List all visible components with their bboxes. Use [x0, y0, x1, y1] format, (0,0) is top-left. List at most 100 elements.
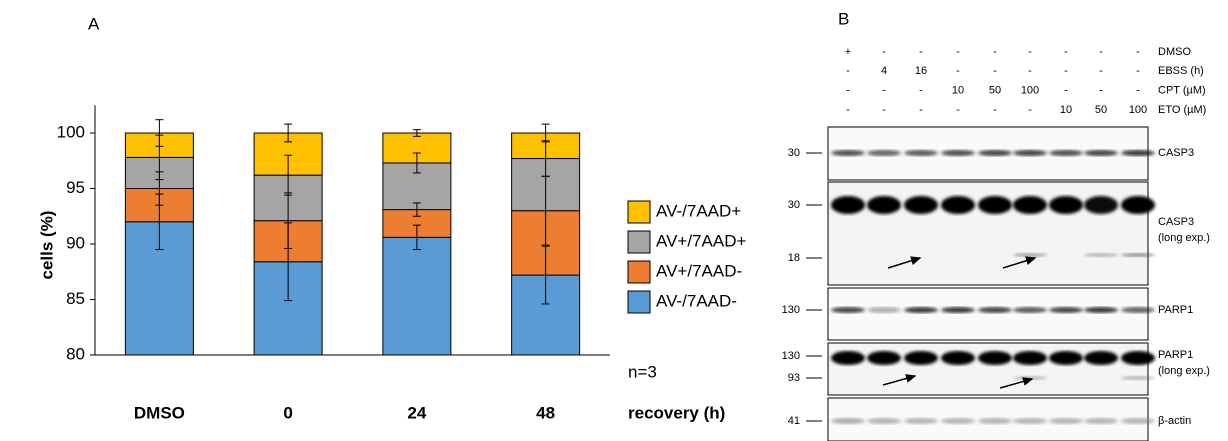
condition-cell: - — [993, 46, 997, 58]
size-marker: 130 — [782, 304, 800, 316]
x-axis-label: recovery (h) — [628, 403, 725, 422]
condition-cell: - — [1136, 46, 1140, 58]
blot-name: CASP3 — [1158, 216, 1194, 228]
blot-name: β-actin — [1158, 415, 1191, 427]
condition-cell: 10 — [952, 85, 964, 97]
blot-band — [831, 418, 865, 424]
condition-cell: 100 — [1129, 104, 1147, 116]
panel-label: B — [838, 9, 849, 28]
y-tick-label: 85 — [66, 289, 85, 308]
blot-band — [1013, 351, 1047, 365]
x-tick-label: 0 — [283, 403, 292, 422]
figure: A cells (%) recovery (h) n=3 B 808590951… — [0, 0, 1228, 441]
blot-frame — [828, 288, 1148, 340]
blot-band — [978, 418, 1012, 424]
blot-band — [941, 196, 975, 214]
blot-band — [1013, 307, 1047, 313]
legend-label: AV+/7AAD- — [656, 261, 742, 280]
size-marker: 18 — [788, 252, 800, 264]
condition-cell: - — [1064, 65, 1068, 77]
blot-name: PARP1 — [1158, 349, 1193, 361]
legend-swatch — [628, 291, 650, 313]
blot-band — [1121, 351, 1155, 365]
blot-band — [1013, 150, 1047, 156]
size-marker: 93 — [788, 372, 800, 384]
blot-band — [1013, 418, 1047, 424]
blot-band — [1049, 196, 1083, 214]
size-marker: 30 — [788, 147, 800, 159]
legend-swatch — [628, 201, 650, 223]
y-tick-label: 80 — [66, 344, 85, 363]
condition-name: DMSO — [1158, 46, 1191, 58]
blot-name: CASP3 — [1158, 147, 1194, 159]
condition-cell: 50 — [1095, 104, 1107, 116]
condition-cell: + — [845, 46, 851, 58]
blot-band — [1084, 351, 1118, 365]
blot-band — [867, 150, 901, 156]
legend-label: AV-/7AAD+ — [656, 201, 741, 220]
blot-band — [1084, 253, 1118, 257]
blot-band — [1121, 307, 1155, 313]
legend-label: AV-/7AAD- — [656, 291, 737, 310]
condition-name: ETO (µM) — [1158, 104, 1206, 116]
condition-cell: - — [1099, 46, 1103, 58]
size-marker: 41 — [788, 415, 800, 427]
x-tick-label: DMSO — [134, 403, 185, 422]
blot-band — [1013, 196, 1047, 214]
blot-band — [831, 307, 865, 313]
condition-cell: - — [846, 65, 850, 77]
y-tick-label: 90 — [66, 233, 85, 252]
blot-band — [1084, 307, 1118, 313]
condition-cell: 16 — [915, 65, 927, 77]
x-tick-label: 24 — [407, 403, 426, 422]
condition-cell: - — [882, 85, 886, 97]
condition-cell: - — [882, 104, 886, 116]
blot-band — [831, 196, 865, 214]
blot-band — [978, 150, 1012, 156]
blot-band — [867, 418, 901, 424]
blot-band — [978, 351, 1012, 365]
annotation: n=3 — [628, 362, 657, 381]
blot-name: (long exp.) — [1158, 232, 1210, 244]
y-tick-label: 95 — [66, 178, 85, 197]
condition-cell: - — [993, 65, 997, 77]
blot-band — [1084, 418, 1118, 424]
blot-band — [941, 351, 975, 365]
blot-band — [831, 150, 865, 156]
blot-name: (long exp.) — [1158, 365, 1210, 377]
legend-label: AV+/7AAD+ — [656, 231, 746, 250]
blot-band — [1049, 307, 1083, 313]
bar-segment — [383, 237, 451, 355]
condition-cell: 4 — [881, 65, 887, 77]
blot-band — [1013, 253, 1047, 257]
condition-cell: - — [919, 104, 923, 116]
condition-cell: - — [993, 104, 997, 116]
condition-cell: 10 — [1060, 104, 1072, 116]
blot-band — [941, 418, 975, 424]
blot-band — [904, 307, 938, 313]
condition-cell: - — [956, 65, 960, 77]
y-tick-label: 100 — [57, 122, 85, 141]
blot-band — [867, 307, 901, 313]
blot-band — [1121, 376, 1155, 380]
blot-band — [867, 351, 901, 365]
condition-cell: - — [1099, 65, 1103, 77]
condition-cell: - — [1064, 85, 1068, 97]
condition-cell: - — [882, 46, 886, 58]
condition-cell: - — [1099, 85, 1103, 97]
condition-name: EBSS (h) — [1158, 65, 1204, 77]
panel-label: A — [88, 14, 100, 33]
blot-band — [867, 196, 901, 214]
condition-cell: - — [956, 46, 960, 58]
blot-band — [978, 196, 1012, 214]
blot-band — [1121, 196, 1155, 214]
condition-cell: - — [1064, 46, 1068, 58]
legend-swatch — [628, 231, 650, 253]
blot-band — [904, 418, 938, 424]
condition-cell: - — [1136, 65, 1140, 77]
condition-cell: - — [1028, 104, 1032, 116]
blot-name: PARP1 — [1158, 304, 1193, 316]
blot-band — [1121, 253, 1155, 257]
condition-cell: - — [846, 85, 850, 97]
blot-band — [1049, 351, 1083, 365]
